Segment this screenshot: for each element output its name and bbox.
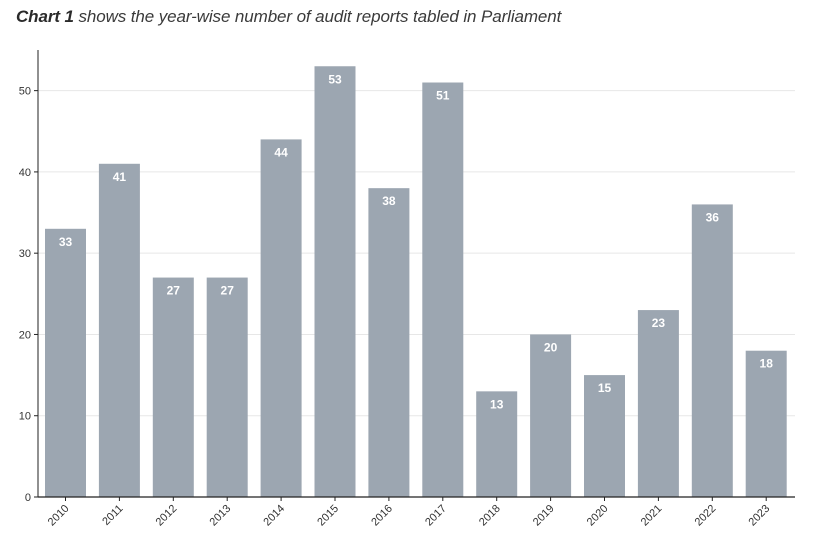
x-tick-label-2019: 2019 <box>531 503 557 529</box>
bar-label-2015: 53 <box>328 72 342 86</box>
x-tick-label-2017: 2017 <box>423 503 449 529</box>
bar-label-2017: 51 <box>436 89 450 103</box>
y-tick-label-10: 10 <box>19 411 31 423</box>
y-tick-label-20: 20 <box>19 329 31 341</box>
bars <box>45 66 787 498</box>
bar-label-2018: 13 <box>490 397 504 411</box>
chart-title-rest: shows the year-wise number of audit repo… <box>73 7 562 26</box>
bar-label-2020: 15 <box>598 381 612 395</box>
bar-2015 <box>314 66 356 497</box>
bar-label-2022: 36 <box>706 210 720 224</box>
bar-2011 <box>98 163 140 498</box>
x-tick-label-2015: 2015 <box>315 503 341 529</box>
bar-label-2016: 38 <box>382 194 396 208</box>
y-tick-label-50: 50 <box>19 86 31 98</box>
bar-labels: 33 41 27 27 44 53 38 51 13 20 15 23 36 18 <box>59 72 773 411</box>
bar-label-2010: 33 <box>59 235 73 249</box>
y-tick-label-30: 30 <box>19 248 31 260</box>
bar-label-2011: 41 <box>113 170 127 184</box>
x-tick-label-2014: 2014 <box>261 503 287 529</box>
x-axis: 2010 2011 2012 2013 2014 2015 2016 2017 2018 2019… <box>38 496 795 529</box>
bar-2014 <box>260 139 302 497</box>
bar-2010 <box>45 228 86 498</box>
bar-2023 <box>745 350 787 497</box>
x-tick-label-2021: 2021 <box>639 503 665 529</box>
bar-label-2023: 18 <box>760 357 774 371</box>
y-axis: 0 10 20 30 40 50 <box>19 50 39 504</box>
bar-2022 <box>691 204 733 497</box>
bar-2019 <box>530 334 572 497</box>
x-tick-label-2018: 2018 <box>477 503 503 529</box>
bar-2013 <box>206 277 248 497</box>
bar-2021 <box>637 310 679 497</box>
x-tick-label-2013: 2013 <box>208 503 234 529</box>
bar-2020 <box>584 375 625 497</box>
chart-title: Chart 1 shows the year-wise number of au… <box>16 7 561 27</box>
y-tick-label-40: 40 <box>19 167 31 179</box>
x-tick-label-2023: 2023 <box>747 503 773 529</box>
bar-2018 <box>476 391 518 497</box>
y-tick-label-0: 0 <box>25 492 31 504</box>
bar-label-2014: 44 <box>274 145 288 159</box>
bar-2012 <box>152 277 194 497</box>
bar-2016 <box>368 188 410 497</box>
x-tick-label-2020: 2020 <box>585 503 611 529</box>
x-tick-label-2012: 2012 <box>154 503 180 529</box>
x-tick-label-2016: 2016 <box>369 503 395 529</box>
bar-label-2021: 23 <box>652 316 666 330</box>
bar-label-2012: 27 <box>167 284 181 298</box>
x-tick-label-2011: 2011 <box>100 503 125 528</box>
x-tick-label-2010: 2010 <box>46 503 72 529</box>
bar-label-2013: 27 <box>221 284 235 298</box>
chart-title-bold: Chart 1 <box>16 7 74 26</box>
grid-lines <box>38 90 795 417</box>
bar-2017 <box>422 82 464 497</box>
bar-label-2019: 20 <box>544 340 558 354</box>
x-tick-label-2022: 2022 <box>693 503 719 529</box>
